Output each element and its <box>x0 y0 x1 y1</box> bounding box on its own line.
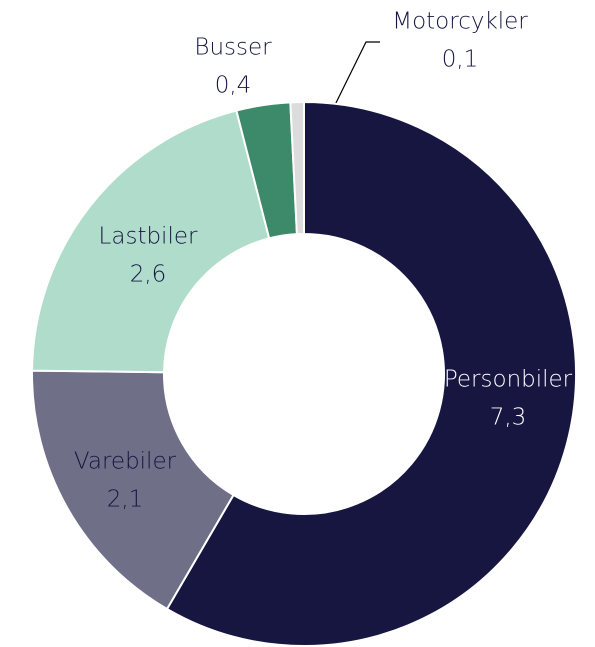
donut-slice <box>31 369 235 611</box>
slice-label: Varebiler <box>74 449 177 475</box>
slice-value-label: 0,4 <box>215 73 252 99</box>
slice-label: Motorcykler <box>392 9 528 35</box>
slice-value-label: 2,6 <box>130 262 167 288</box>
slice-label: Busser <box>194 35 272 61</box>
slice-label: Lastbiler <box>99 224 198 250</box>
slice-value-label: 2,1 <box>107 487 144 513</box>
donut-slice <box>289 100 305 236</box>
donut-slice <box>31 109 271 374</box>
slice-label: Personbiler <box>444 367 573 393</box>
slice-value-label: 7,3 <box>490 405 527 431</box>
donut-slice <box>165 100 577 647</box>
slice-value-label: 0,1 <box>442 47 479 73</box>
